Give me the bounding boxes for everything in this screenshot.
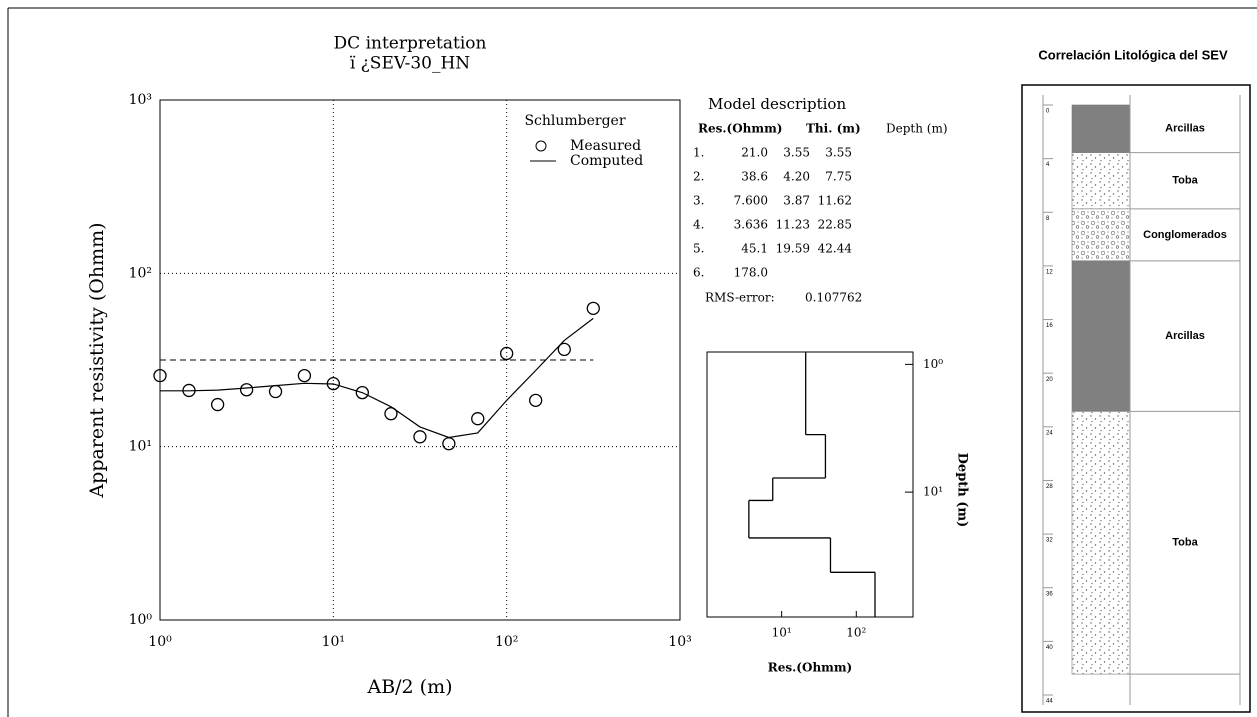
x-axis-label: AB/2 (m) xyxy=(366,676,452,698)
measured-point xyxy=(239,383,254,397)
y-tick-label: 10³ xyxy=(129,92,152,108)
x-tick-label: 10² xyxy=(495,634,518,650)
depth-label: 32 xyxy=(1046,538,1053,544)
lithology-label: Toba xyxy=(1172,175,1198,187)
table-cell: 3.636 xyxy=(734,218,768,232)
chart-subtitle: ï ¿SEV-30_HN xyxy=(350,54,470,74)
measured-point xyxy=(586,301,600,316)
lithology-label: Arcillas xyxy=(1165,123,1205,135)
table-cell: 21.0 xyxy=(741,146,768,160)
x-tick-label: 10¹ xyxy=(322,634,345,650)
table-cell: 2. xyxy=(693,170,704,184)
depth-label: 44 xyxy=(1046,699,1053,705)
lithology-frame xyxy=(1021,84,1251,713)
depth-label: 24 xyxy=(1046,430,1053,436)
y-tick-label: 10⁰ xyxy=(129,612,153,628)
depth-label: 40 xyxy=(1046,645,1053,651)
measured-point xyxy=(413,430,427,444)
x-tick-label: 10⁰ xyxy=(148,634,172,650)
depth-label: 12 xyxy=(1046,269,1053,275)
lithology-layer xyxy=(1071,152,1131,210)
inset-y-tick-label: 10⁰ xyxy=(923,357,943,371)
measured-point xyxy=(297,368,312,383)
measured-point xyxy=(557,342,571,357)
y-axis-label: Apparent resistivity (Ohmm) xyxy=(86,222,108,498)
table-cell: 3. xyxy=(693,194,704,208)
table-cell: 45.1 xyxy=(741,242,768,256)
inset-x-label: Res.(Ohmm) xyxy=(768,661,852,675)
lithology-layer xyxy=(1071,208,1131,262)
table-cell: 6. xyxy=(693,266,704,280)
lithology-layer xyxy=(1071,104,1131,153)
table-cell: 11.23 xyxy=(776,218,810,232)
table-title: Model description xyxy=(708,95,846,113)
measured-point xyxy=(529,393,543,408)
measured-point xyxy=(500,346,514,361)
measured-point xyxy=(355,385,369,400)
table-header: Thi. (m) xyxy=(806,122,861,136)
depth-label: 8 xyxy=(1046,216,1050,222)
depth-label: 0 xyxy=(1046,109,1050,115)
lithology-layer xyxy=(1071,260,1131,412)
rms-label: RMS-error: xyxy=(705,291,775,305)
table-header: Depth (m) xyxy=(886,122,948,136)
inset-y-tick-label: 10¹ xyxy=(923,485,943,499)
table-cell: 4.20 xyxy=(783,170,810,184)
measured-point xyxy=(210,397,225,412)
legend-label: Measured xyxy=(570,138,641,154)
y-tick-label: 10² xyxy=(129,265,152,281)
table-cell: 38.6 xyxy=(741,170,768,184)
depth-label: 16 xyxy=(1046,323,1053,329)
lithology-layer xyxy=(1071,411,1131,675)
table-cell: 1. xyxy=(693,146,704,160)
lithology-title: Correlación Litológica del SEV xyxy=(1038,47,1228,62)
rms-value: 0.107762 xyxy=(805,291,862,305)
table-cell: 4. xyxy=(693,218,704,232)
legend-title: Schlumberger xyxy=(524,113,625,129)
legend-marker xyxy=(535,140,547,152)
measured-point xyxy=(153,368,167,383)
table-cell: 7.600 xyxy=(734,194,768,208)
table-cell: 22.85 xyxy=(818,218,852,232)
table-cell: 3.55 xyxy=(783,146,810,160)
table-cell: 178.0 xyxy=(734,266,768,280)
table-cell: 5. xyxy=(693,242,704,256)
inset-x-tick-label: 10² xyxy=(846,626,866,640)
depth-label: 4 xyxy=(1046,162,1050,168)
depth-label: 28 xyxy=(1046,484,1053,490)
inset-frame xyxy=(706,351,914,618)
lithology-label: Toba xyxy=(1172,537,1198,549)
inset-y-label: Depth (m) xyxy=(955,453,970,528)
y-tick-label: 10¹ xyxy=(129,439,152,455)
table-cell: 42.44 xyxy=(818,242,853,256)
lithology-label: Conglomerados xyxy=(1143,229,1227,241)
x-tick-label: 10³ xyxy=(668,634,691,650)
measured-point xyxy=(384,407,398,421)
legend-label: Computed xyxy=(570,153,643,169)
depth-label: 36 xyxy=(1046,591,1053,597)
measured-point xyxy=(268,384,283,399)
table-header: Res.(Ohmm) xyxy=(698,122,782,136)
table-cell: 3.87 xyxy=(783,194,810,208)
measured-point xyxy=(471,412,485,426)
table-cell: 11.62 xyxy=(818,194,852,208)
computed-line xyxy=(160,317,594,439)
depth-label: 20 xyxy=(1046,377,1053,383)
measured-point xyxy=(442,437,456,451)
inset-x-tick-label: 10¹ xyxy=(772,626,792,640)
table-cell: 7.75 xyxy=(825,170,852,184)
table-cell: 19.59 xyxy=(776,242,810,256)
table-cell: 3.55 xyxy=(825,146,852,160)
chart-title: DC interpretation xyxy=(334,34,487,54)
lithology-label: Arcillas xyxy=(1165,330,1205,342)
